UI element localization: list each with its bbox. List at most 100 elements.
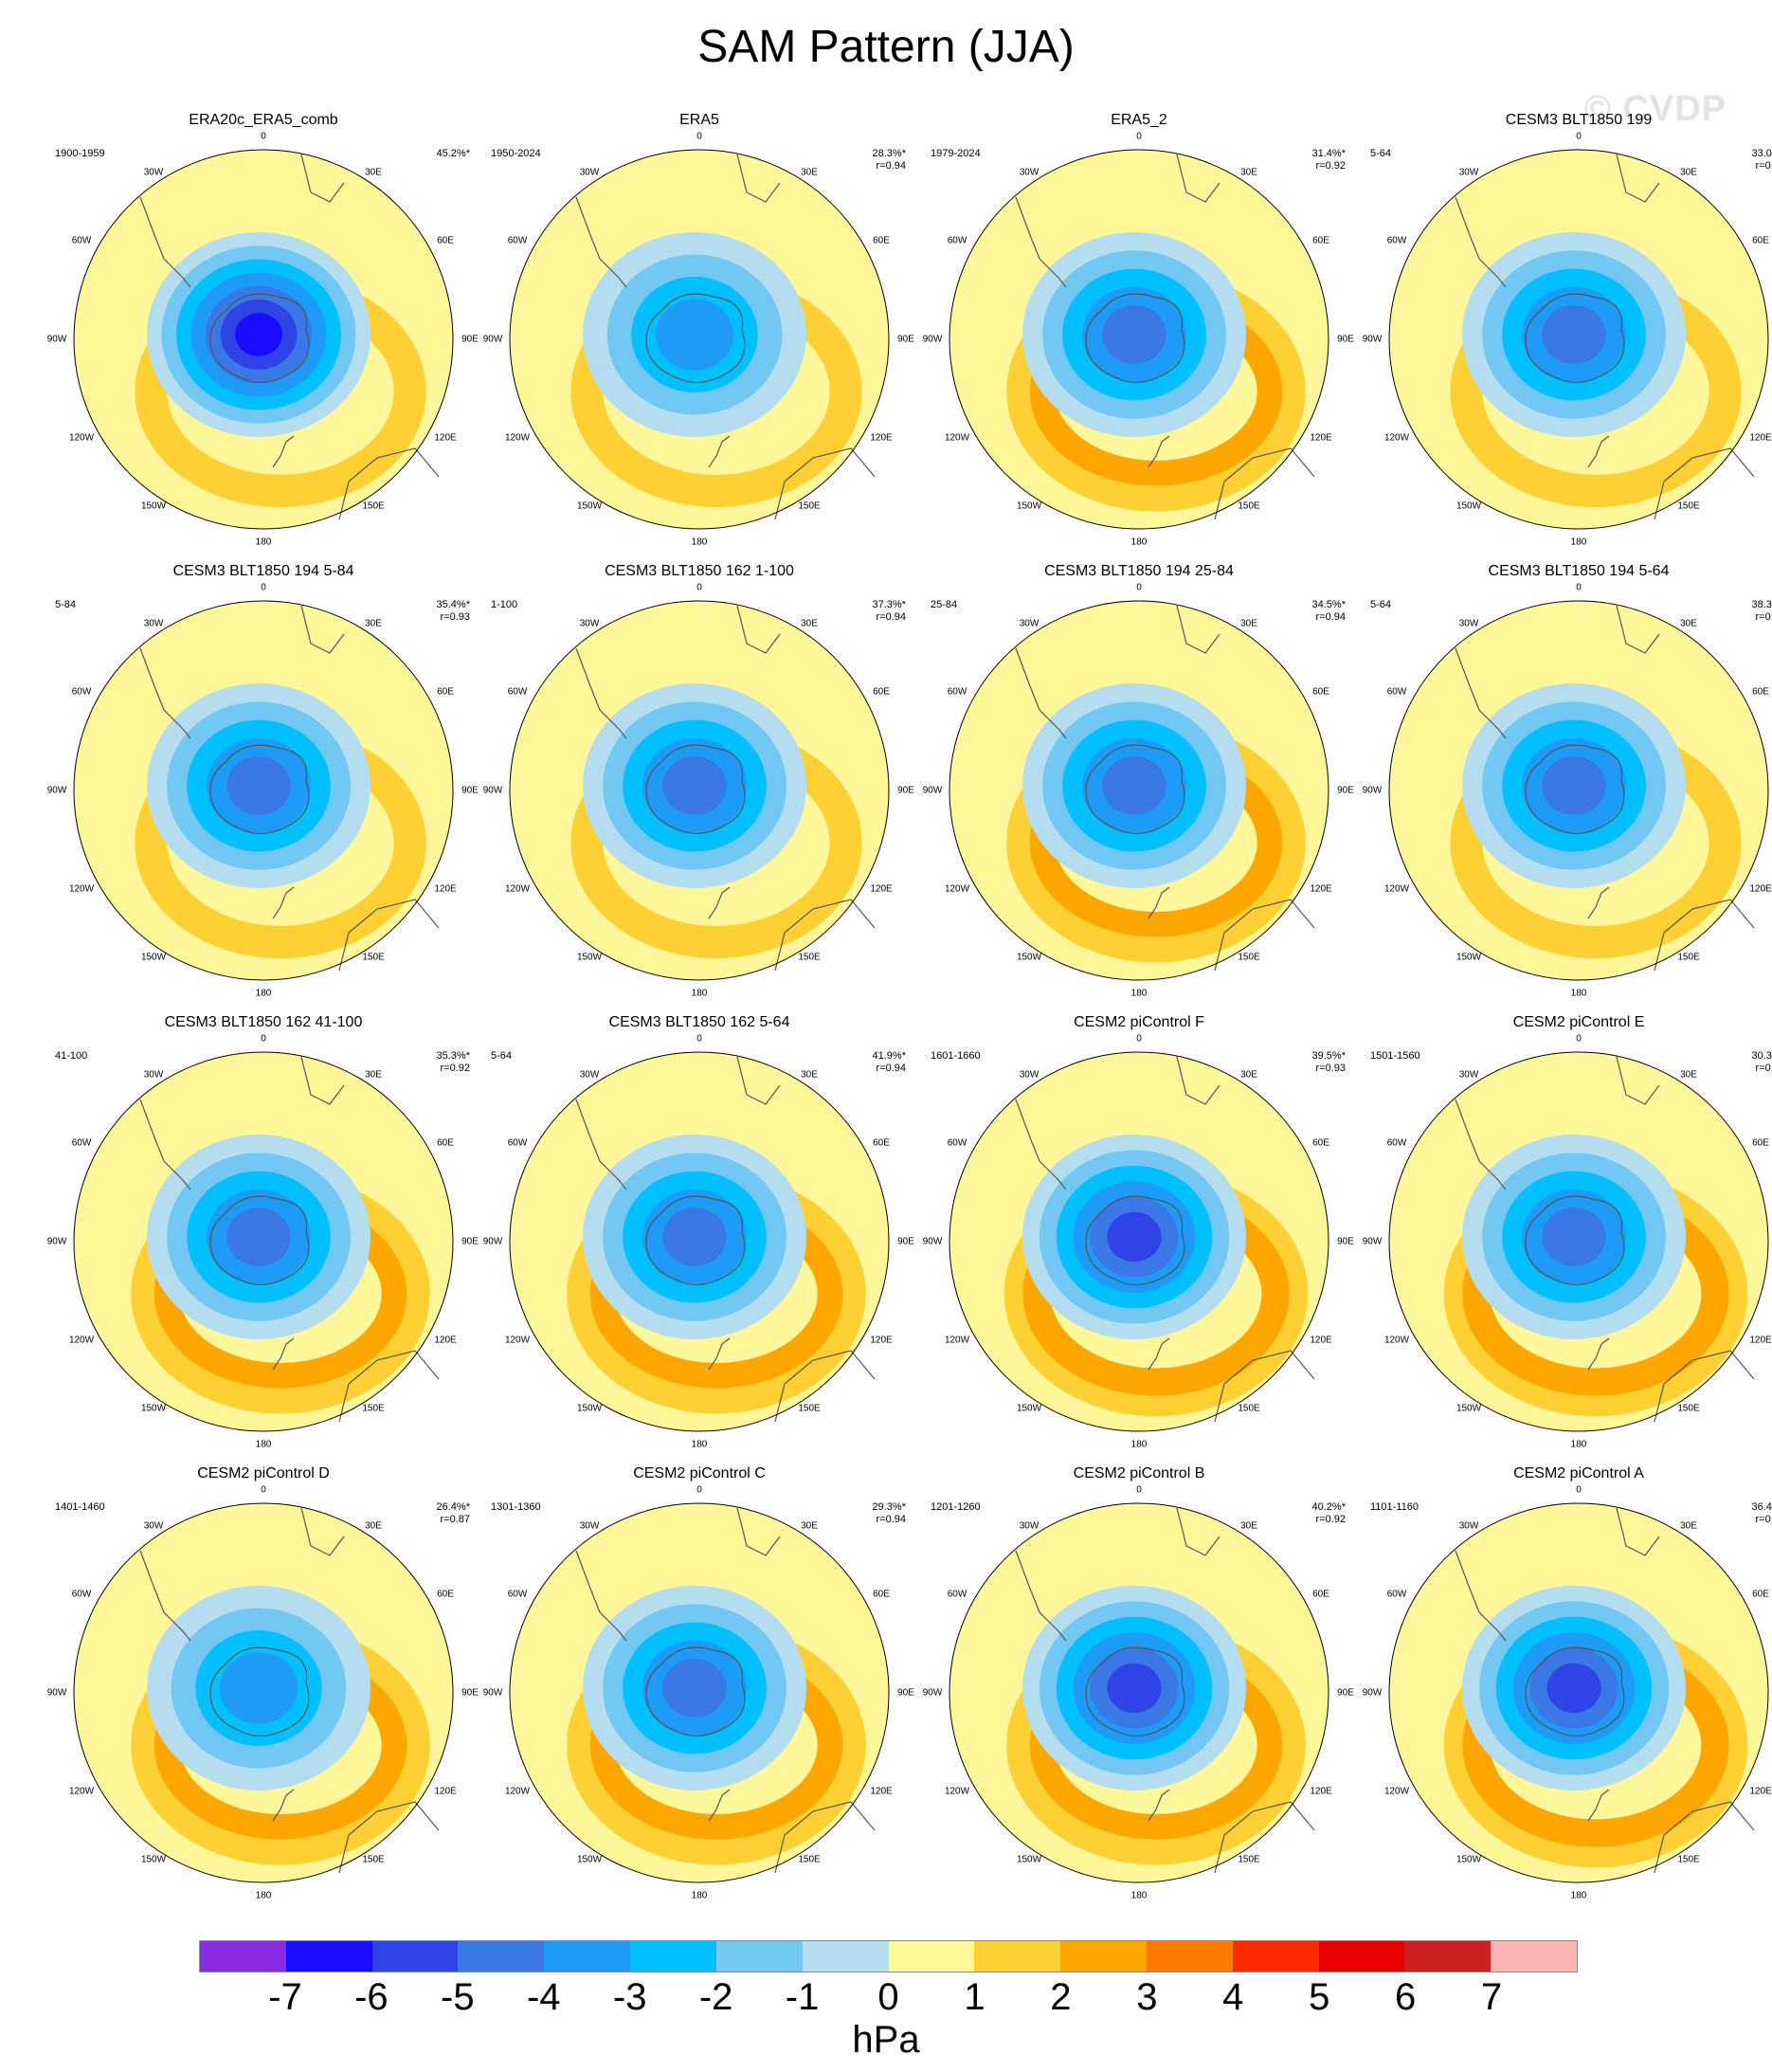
pattern-correlation: r=0.96: [1755, 1514, 1772, 1525]
longitude-label: 30E: [1240, 167, 1257, 178]
variance-explained: 36.4%*: [1751, 1501, 1772, 1513]
longitude-label: 150W: [140, 1403, 167, 1414]
panel-period: 1501-1560: [1370, 1050, 1420, 1062]
longitude-label: 0: [696, 1033, 702, 1045]
longitude-label: 150W: [576, 952, 603, 963]
longitude-label: 90E: [461, 1687, 479, 1699]
panel-title: CESM2 piControl F: [1074, 1014, 1204, 1030]
australia-coastline: [1654, 447, 1755, 520]
longitude-label: 120W: [68, 432, 95, 444]
map-panel: CESM3 BLT1850 194 25-84 25-84 34.5%* r=0.94…: [921, 563, 1357, 1009]
negative-anomaly-contour: [662, 1659, 727, 1718]
africa-coastline: [736, 605, 781, 654]
south-america-coastline: [575, 1550, 627, 1642]
panel-variance-corr: 41.9%* r=0.94: [873, 1050, 906, 1075]
variance-explained: 37.3%*: [872, 599, 906, 610]
colorbar-tick-label: -3: [612, 1976, 647, 2018]
new-zealand-coastline: [1587, 1337, 1610, 1371]
longitude-label: 120W: [1383, 1335, 1410, 1346]
longitude-label: 30W: [1019, 618, 1040, 629]
longitude-label: 120W: [504, 1786, 531, 1797]
africa-coastline: [1176, 1507, 1221, 1556]
colorbar-unit: hPa: [852, 2019, 920, 2061]
longitude-label: 120W: [68, 1335, 95, 1346]
colorbar-swatch: [802, 1941, 889, 1972]
longitude-label: 90E: [897, 334, 914, 345]
pattern-correlation: r=0.92: [1315, 1514, 1347, 1525]
pattern-correlation: r=0.93: [1755, 611, 1772, 623]
antarctica-coastline: [209, 1646, 310, 1736]
longitude-label: 180: [691, 988, 708, 999]
variance-explained: 30.3%*: [1751, 1050, 1772, 1062]
negative-anomaly-contour: [1102, 305, 1166, 364]
new-zealand-coastline: [1587, 435, 1610, 468]
longitude-label: 150E: [1677, 1854, 1700, 1865]
longitude-label: 150E: [1238, 1854, 1260, 1865]
longitude-label: 30W: [579, 618, 600, 629]
panel-title: CESM3 BLT1850 199: [1505, 112, 1653, 128]
longitude-label: 60W: [1386, 686, 1407, 698]
negative-anomaly-contour: [226, 1208, 291, 1266]
panel-period: 1201-1260: [931, 1501, 981, 1513]
longitude-label: 30W: [143, 618, 164, 629]
australia-coastline: [774, 1350, 876, 1423]
south-america-coastline: [575, 196, 627, 288]
panel-title: CESM3 BLT1850 194 25-84: [1044, 563, 1234, 579]
africa-coastline: [1616, 1507, 1660, 1556]
variance-explained: 35.3%*: [436, 1050, 470, 1062]
africa-coastline: [736, 1507, 781, 1556]
antarctica-coastline: [209, 744, 310, 834]
longitude-label: 30W: [1458, 1520, 1479, 1532]
antarctica-coastline: [1085, 1646, 1185, 1736]
panel-period: 1601-1660: [931, 1050, 981, 1062]
map-border: [1388, 600, 1769, 981]
longitude-label: 60W: [71, 1137, 92, 1149]
longitude-label: 90W: [1362, 1687, 1383, 1699]
panel-variance-corr: 34.5%* r=0.94: [1312, 599, 1346, 624]
longitude-label: 60W: [507, 1589, 528, 1600]
variance-explained: 31.4%*: [1311, 148, 1346, 159]
panel-period: 5-64: [1370, 148, 1392, 159]
longitude-label: 150E: [1677, 500, 1700, 512]
longitude-label: 150W: [140, 1854, 167, 1865]
longitude-label: 150E: [362, 1854, 385, 1865]
longitude-label: 180: [1130, 1439, 1148, 1450]
longitude-label: 90W: [482, 334, 503, 345]
longitude-label: 30W: [143, 1520, 164, 1532]
negative-anomaly-contour: [1107, 1663, 1162, 1714]
longitude-label: 0: [1576, 582, 1582, 593]
colorbar-swatch: [1146, 1941, 1233, 1972]
variance-explained: 38.3%*: [1751, 599, 1772, 610]
panel-variance-corr: 35.3%* r=0.92: [437, 1050, 470, 1075]
longitude-label: 60E: [873, 235, 890, 246]
longitude-label: 150E: [1238, 1403, 1260, 1414]
longitude-label: 120E: [1310, 432, 1332, 444]
panel-period: 5-84: [55, 599, 77, 610]
polar-map: [509, 1051, 890, 1432]
longitude-label: 0: [261, 1484, 266, 1496]
longitude-label: 90W: [922, 334, 943, 345]
longitude-label: 150W: [140, 500, 167, 512]
map-border: [949, 600, 1329, 981]
polar-map: [1388, 1051, 1769, 1432]
polar-map: [949, 600, 1329, 981]
panel-title: CESM2 piControl D: [197, 1465, 330, 1481]
polar-map: [509, 149, 890, 530]
longitude-label: 120E: [434, 432, 457, 444]
new-zealand-coastline: [1148, 1789, 1170, 1822]
panel-title: CESM2 piControl B: [1073, 1465, 1205, 1481]
panel-variance-corr: 29.3%* r=0.94: [873, 1501, 906, 1526]
longitude-label: 120W: [504, 883, 531, 895]
africa-coastline: [736, 154, 781, 203]
longitude-label: 180: [1570, 1890, 1587, 1901]
colorbar-tick-label: 1: [964, 1976, 985, 2018]
longitude-label: 60W: [507, 235, 528, 246]
map-border: [1388, 149, 1769, 530]
longitude-label: 150W: [1456, 500, 1482, 512]
pattern-correlation: r=0.94: [876, 160, 907, 172]
longitude-label: 90W: [46, 1687, 67, 1699]
longitude-label: 0: [261, 131, 266, 142]
longitude-label: 150W: [1456, 952, 1482, 963]
longitude-label: 120W: [944, 1786, 970, 1797]
panel-period: 1-100: [491, 599, 518, 610]
